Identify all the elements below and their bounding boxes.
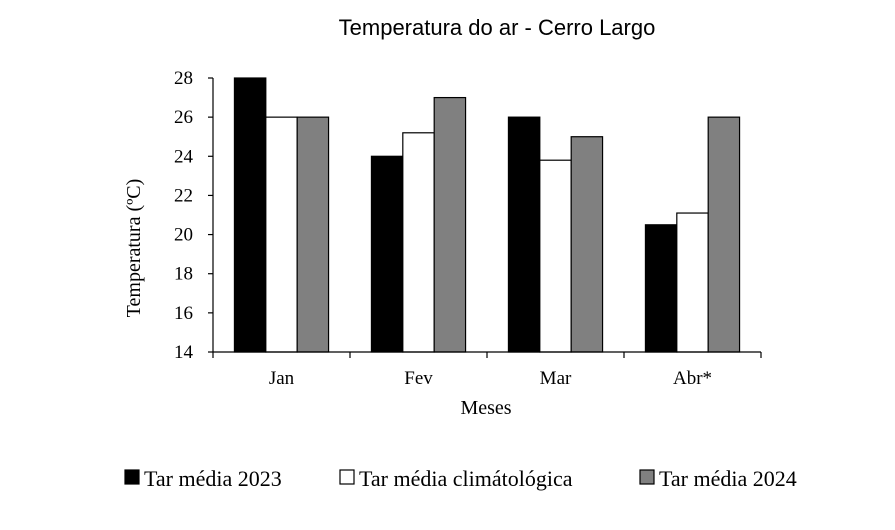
legend-swatch-tar-media-2023 <box>124 469 140 485</box>
bar-tar-media-2024-mar <box>570 136 604 353</box>
legend-label-tar-media-2023: Tar média 2023 <box>144 466 282 491</box>
y-tick-label: 14 <box>174 342 194 363</box>
x-tick-label-abr: Abr* <box>673 368 712 389</box>
y-tick-label: 26 <box>174 107 193 128</box>
legend-label-tar-media-climatologica: Tar média climátológica <box>359 466 573 491</box>
y-tick-label: 22 <box>174 185 193 206</box>
bar-tar-media-2023-jan <box>233 77 267 353</box>
legend-swatch-tar-media-2024 <box>639 469 655 485</box>
bar-tar-media-2023-fev <box>370 155 404 353</box>
x-axis-title: Meses <box>460 397 511 419</box>
y-tick-label: 24 <box>174 146 194 167</box>
x-tick-label-fev: Fev <box>404 368 433 389</box>
x-tick-label-jan: Jan <box>269 368 295 389</box>
bar-tar-media-2024-jan <box>296 116 330 353</box>
bar-tar-media-2024-abr <box>707 116 741 353</box>
chart-title: Temperatura do ar - Cerro Largo <box>339 15 656 40</box>
y-tick-label: 16 <box>174 303 193 324</box>
bar-tar-media-2024-fev <box>433 96 467 353</box>
bar-tar-media-climatologica-fev <box>402 132 435 353</box>
legend-swatch-tar-media-climatologica <box>339 469 355 485</box>
bars-group <box>233 77 741 353</box>
y-tick-label: 18 <box>174 264 193 285</box>
bar-tar-media-climatologica-abr <box>676 212 709 353</box>
bar-tar-media-2023-mar <box>507 116 541 353</box>
bar-tar-media-2023-abr <box>644 224 678 353</box>
x-ticks: Jan Fev Mar Abr* <box>212 352 762 389</box>
bar-tar-media-climatologica-mar <box>539 159 572 353</box>
bar-tar-media-climatologica-jan <box>265 116 298 353</box>
legend: Tar média 2023 Tar média climátológica Tar… <box>124 466 797 491</box>
y-ticks: 14 16 18 20 22 24 26 28 <box>174 68 213 363</box>
y-tick-label: 28 <box>174 68 193 89</box>
y-tick-label: 20 <box>174 225 193 246</box>
x-tick-label-mar: Mar <box>540 368 572 389</box>
legend-label-tar-media-2024: Tar média 2024 <box>659 466 797 491</box>
y-axis-title: Temperatura (ºC) <box>123 179 145 318</box>
